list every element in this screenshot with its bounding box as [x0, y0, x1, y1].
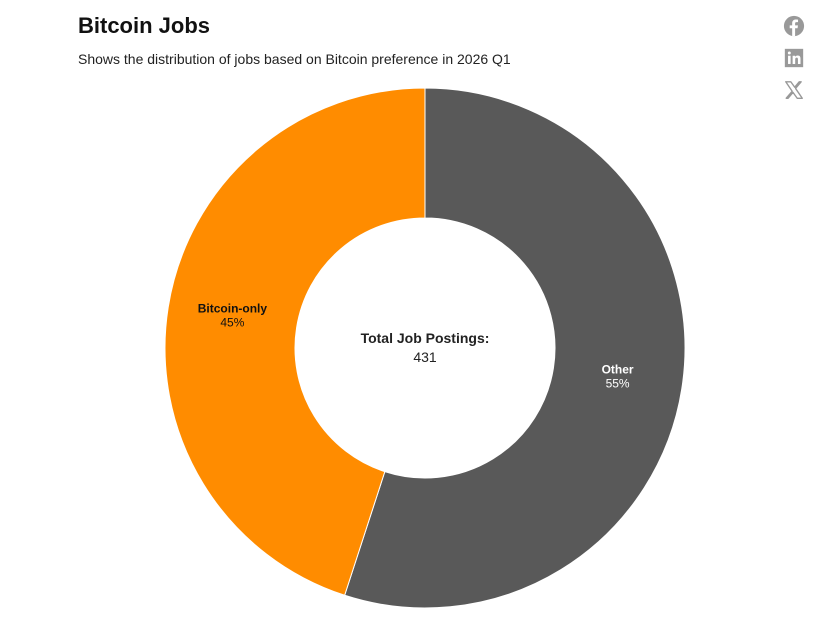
- slice-value: 45%: [220, 315, 244, 329]
- chart-title: Bitcoin Jobs: [78, 13, 211, 38]
- slice-value: 55%: [606, 377, 630, 391]
- slice-label: Other: [602, 363, 634, 377]
- linkedin-icon[interactable]: [783, 47, 805, 69]
- slice-other[interactable]: [344, 87, 686, 609]
- center-value: 431: [413, 349, 437, 365]
- x-icon[interactable]: [783, 79, 805, 101]
- slice-label: Bitcoin-only: [198, 301, 268, 315]
- center-label: Total Job Postings:: [361, 330, 490, 346]
- slice-bitcoin-only[interactable]: [164, 87, 426, 596]
- facebook-icon[interactable]: [783, 15, 805, 37]
- chart-subtitle: Shows the distribution of jobs based on …: [78, 51, 511, 67]
